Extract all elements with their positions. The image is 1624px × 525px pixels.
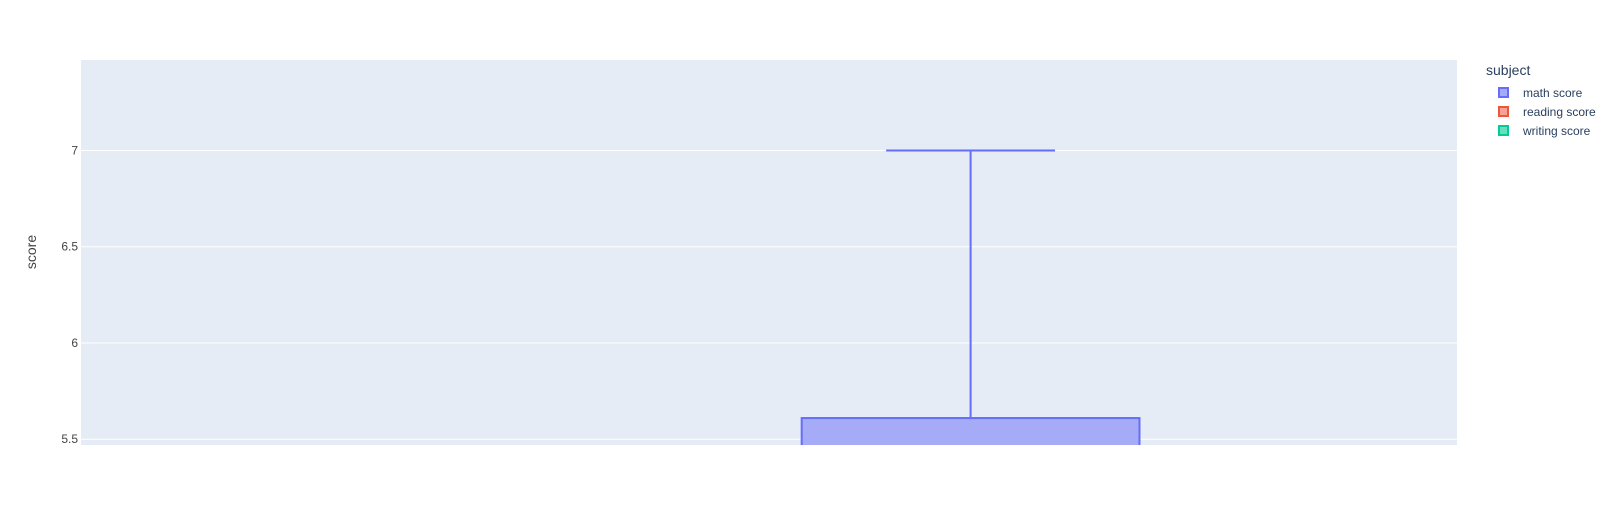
plot-area bbox=[81, 60, 1457, 445]
y-tick-label: 6.5 bbox=[61, 240, 78, 254]
y-tick-label: 6 bbox=[71, 336, 78, 350]
legend-item-writing-score[interactable]: writing score bbox=[1480, 121, 1596, 140]
legend-swatch-math-score bbox=[1498, 87, 1509, 98]
gridlines bbox=[81, 149, 1457, 440]
y-tick-label: 7 bbox=[71, 143, 78, 157]
legend-swatch-reading-score bbox=[1498, 106, 1509, 117]
legend: subject math score reading score writing… bbox=[1480, 62, 1596, 140]
legend-label-math-score: math score bbox=[1523, 85, 1583, 100]
y-axis-title: score bbox=[23, 235, 39, 269]
legend-item-math-score[interactable]: math score bbox=[1480, 83, 1596, 102]
legend-title: subject bbox=[1486, 62, 1531, 78]
legend-label-writing-score: writing score bbox=[1523, 123, 1591, 138]
box-series[interactable] bbox=[800, 149, 1141, 455]
legend-item-reading-score[interactable]: reading score bbox=[1480, 102, 1596, 121]
legend-label-reading-score: reading score bbox=[1523, 104, 1596, 119]
box-math-score[interactable] bbox=[800, 417, 1141, 455]
y-tick-label: 5.5 bbox=[61, 432, 78, 446]
legend-swatch-writing-score bbox=[1498, 125, 1509, 136]
y-tick-labels: 5.5 6 6.5 7 bbox=[61, 143, 78, 446]
